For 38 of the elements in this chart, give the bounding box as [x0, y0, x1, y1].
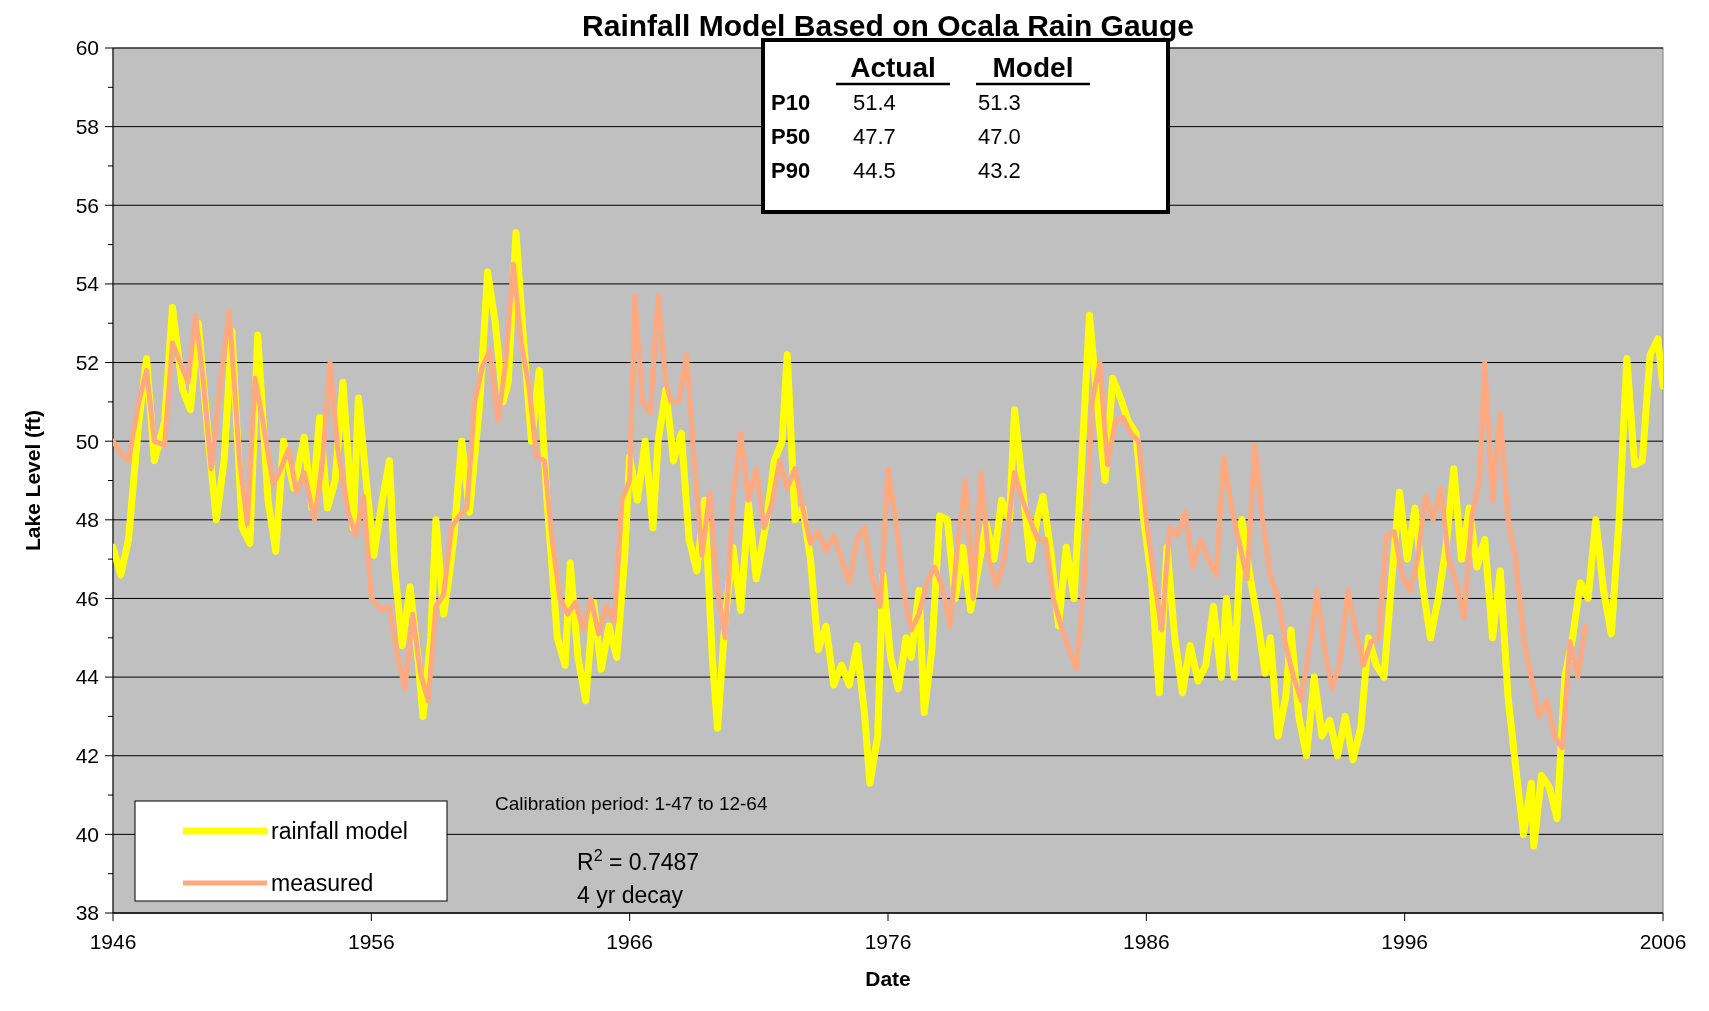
- annotation: 4 yr decay: [577, 882, 684, 908]
- x-tick-label: 2006: [1639, 930, 1687, 953]
- annotation: 44.5: [853, 158, 896, 183]
- x-axis-title: Date: [865, 967, 911, 990]
- annotation: Calibration period: 1-47 to 12-64: [495, 793, 768, 814]
- y-tick-label: 56: [75, 193, 99, 217]
- annotation: P10: [771, 90, 811, 115]
- x-tick-label: 1986: [1122, 930, 1170, 953]
- annotation: P50: [771, 124, 811, 149]
- y-tick-label: 40: [75, 822, 99, 846]
- annotation: Model: [992, 52, 1074, 83]
- annotation: P90: [771, 158, 811, 183]
- y-tick-label: 44: [75, 665, 100, 689]
- y-tick-label: 48: [75, 508, 99, 532]
- y-tick-label: 42: [75, 744, 99, 768]
- legend-label: rainfall model: [271, 818, 408, 845]
- y-tick-label: 58: [75, 114, 99, 138]
- y-axis-title: Lake Level (ft): [21, 409, 44, 552]
- annotation: 47.7: [853, 124, 896, 149]
- x-tick-label: 1956: [347, 930, 395, 953]
- annotation: 51.4: [853, 90, 896, 115]
- y-tick-label: 54: [75, 272, 100, 296]
- x-tick-label: 1996: [1381, 930, 1429, 953]
- chart-title: Rainfall Model Based on Ocala Rain Gauge: [582, 9, 1194, 42]
- legend-label: measured: [271, 870, 374, 897]
- y-tick-label: 38: [75, 901, 99, 925]
- annotation: R$^{2}$ = 0.7487: [577, 846, 700, 875]
- y-tick-label: 52: [75, 350, 99, 374]
- annotation: 47.0: [978, 124, 1021, 149]
- x-tick-label: 1946: [89, 930, 137, 953]
- y-tick-label: 60: [75, 36, 99, 60]
- annotation: 51.3: [978, 90, 1021, 115]
- annotation: 43.2: [978, 158, 1021, 183]
- y-tick-label: 46: [75, 586, 99, 610]
- y-tick-label: 50: [75, 429, 99, 453]
- annotation: Actual: [850, 52, 936, 83]
- x-tick-label: 1976: [864, 930, 912, 953]
- x-tick-label: 1966: [606, 930, 654, 953]
